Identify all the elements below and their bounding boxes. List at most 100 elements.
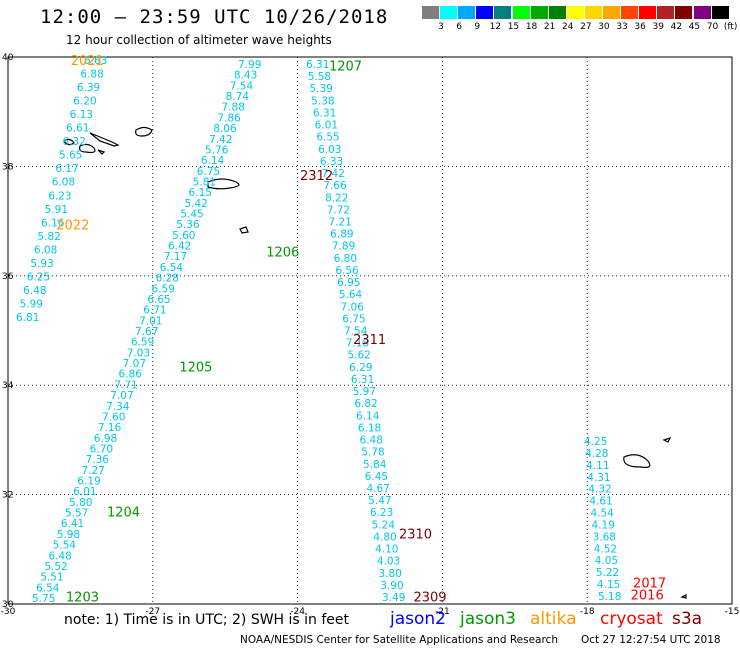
wave-height-value: 5.58 (308, 71, 331, 83)
wave-height-value: 4.05 (595, 555, 618, 567)
wave-height-value: 7.71 (114, 379, 137, 391)
wave-height-value: 8.22 (325, 192, 348, 204)
wave-height-value: 6.18 (358, 422, 381, 434)
color-swatch (693, 6, 712, 19)
wave-height-value: 6.75 (197, 166, 220, 178)
wave-height-value: 6.32 (63, 136, 86, 148)
wave-height-value: 7.06 (341, 301, 365, 313)
lat-tick-label: 34 (2, 381, 14, 391)
wave-height-value: 5.52 (44, 561, 67, 573)
wave-height-value: 5.51 (40, 572, 63, 584)
lon-tick-label: -21 (435, 607, 450, 617)
lat-tick-label: 32 (2, 491, 13, 501)
wave-height-value: 6.59 (131, 337, 154, 349)
wave-height-value: 6.31 (306, 59, 329, 71)
color-scale-label: (ft) (723, 22, 738, 32)
wave-height-value: 3.90 (380, 580, 403, 592)
wave-height-value: 6.75 (342, 313, 365, 325)
wave-height-value: 6.31 (313, 107, 336, 119)
credit-line: NOAA/NESDIS Center for Satellite Applica… (240, 634, 558, 646)
wave-height-value: 6.48 (23, 285, 46, 297)
lon-tick-label: -24 (290, 607, 305, 617)
wave-height-value: 6.31 (351, 374, 374, 386)
wave-height-value: 5.47 (368, 495, 391, 507)
track-label: 1206 (266, 246, 299, 261)
island-outline (239, 226, 249, 234)
color-swatch (584, 6, 603, 19)
map-title: 12:00 – 23:59 UTC 10/26/2018 (40, 6, 389, 28)
color-scale-label: 45 (688, 22, 701, 32)
wave-height-value: 5.45 (180, 209, 203, 221)
wave-height-value: 3.49 (382, 592, 405, 604)
wave-height-value: 7.86 (217, 112, 241, 124)
wave-height-value: 7.18 (346, 338, 369, 350)
mission-jason3: jason3 (460, 609, 516, 629)
wave-height-value: 8.06 (213, 123, 237, 135)
wave-height-value: 5.36 (176, 219, 200, 231)
lat-tick-label: 36 (2, 272, 14, 282)
track-label: 2310 (399, 527, 432, 542)
color-scale-label: 15 (507, 22, 520, 32)
wave-height-value: 6.13 (70, 109, 93, 121)
wave-height-value: 5.99 (20, 298, 43, 310)
wave-height-value: 7.21 (328, 216, 351, 228)
wave-height-value: 4.61 (589, 496, 612, 508)
color-scale-label: 70 (706, 22, 719, 32)
track-label: 2309 (413, 590, 446, 605)
wave-height-value: 4.03 (377, 556, 400, 568)
mission-s3a: s3a (672, 609, 703, 629)
wave-height-value: 7.17 (164, 251, 187, 263)
wave-height-value: 7.07 (110, 390, 133, 402)
color-scale-label: 24 (562, 22, 574, 32)
wave-height-value: 7.36 (86, 454, 110, 466)
color-swatch (657, 6, 676, 19)
island-outline (63, 138, 75, 146)
color-scale-label: 30 (598, 22, 610, 32)
wave-height-value: 5.76 (205, 144, 229, 156)
wave-height-value: 7.42 (209, 134, 232, 146)
wave-height-value: 8.43 (234, 70, 257, 82)
wave-height-value: 5.91 (45, 204, 68, 216)
color-swatch (512, 6, 531, 19)
color-swatch (675, 6, 694, 19)
wave-height-value: 6.39 (77, 82, 100, 94)
wave-height-value: 5.24 (372, 519, 396, 531)
island-outline (79, 143, 96, 154)
mission-cryosat: cryosat (600, 609, 663, 629)
wave-height-value: 6.23 (48, 190, 71, 202)
track-label: 1204 (107, 505, 140, 520)
wave-height-value: 4.80 (373, 531, 396, 543)
wave-height-value: 6.63 (84, 55, 107, 67)
wave-height-value: 7.60 (102, 411, 125, 423)
island-outline (207, 178, 240, 190)
color-scale-label: 3 (438, 22, 444, 32)
wave-height-value: 5.60 (172, 230, 195, 242)
wave-height-value: 5.82 (37, 231, 60, 243)
wave-height-value: 6.20 (73, 96, 96, 108)
wave-height-value: 6.98 (94, 433, 117, 445)
wave-height-value: 6.48 (360, 435, 383, 447)
island-outline (662, 436, 672, 443)
wave-height-value: 6.16 (41, 217, 65, 229)
color-swatch (458, 6, 477, 19)
wave-height-value: 7.27 (81, 465, 104, 477)
color-swatch (548, 6, 567, 19)
wave-height-value: 7.42 (322, 168, 345, 180)
wave-height-value: 6.71 (143, 305, 166, 317)
color-scale-label: 9 (474, 22, 481, 32)
wave-height-value: 5.75 (32, 593, 55, 605)
wave-height-value: 5.54 (53, 540, 77, 552)
wave-height-value: 7.07 (123, 358, 146, 370)
wave-height-value: 6.14 (356, 410, 380, 422)
wave-height-value: 6.01 (73, 486, 96, 498)
wave-height-value: 6.81 (16, 312, 39, 324)
wave-height-value: 6.56 (335, 265, 359, 277)
island-outline (680, 594, 687, 599)
color-swatch (476, 6, 495, 19)
wave-height-value: 6.48 (48, 550, 71, 562)
wave-height-value: 5.64 (339, 289, 363, 301)
wave-height-value: 6.03 (318, 144, 341, 156)
wave-height-value: 6.59 (151, 283, 174, 295)
wave-height-value: 3.68 (593, 531, 616, 543)
